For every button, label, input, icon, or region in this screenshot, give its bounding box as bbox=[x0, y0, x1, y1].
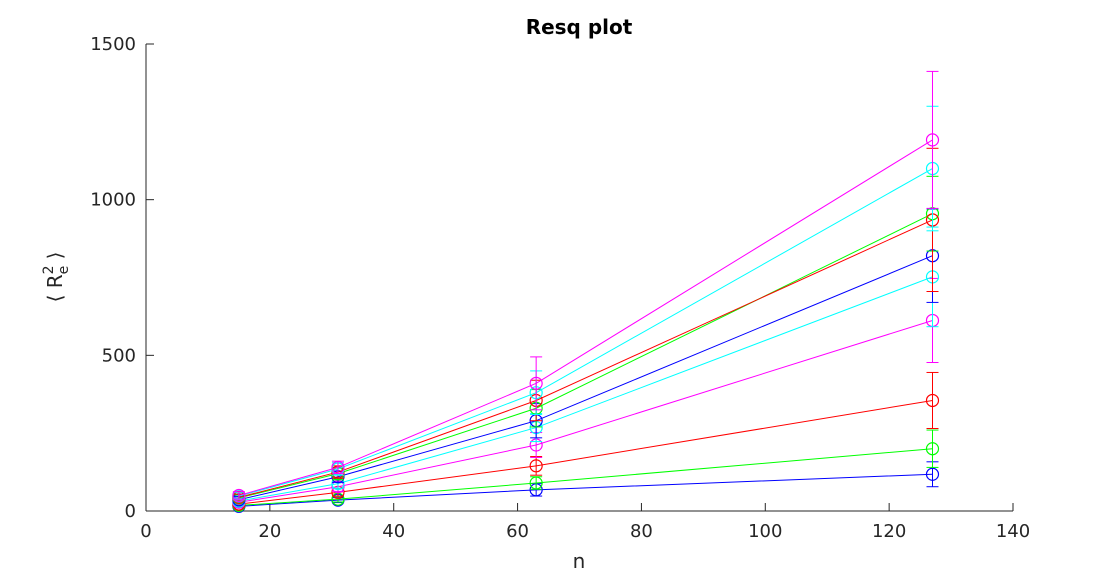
y-tick-label: 1000 bbox=[90, 190, 136, 211]
series-line bbox=[238, 448, 933, 506]
data-point bbox=[925, 467, 940, 481]
x-tick-label: 0 bbox=[140, 521, 151, 542]
series-line bbox=[238, 319, 933, 503]
series-line bbox=[238, 219, 933, 498]
y-axis-label: ⟨ R2e ⟩ bbox=[41, 252, 72, 303]
data-point bbox=[529, 376, 543, 390]
y-tick-label: 500 bbox=[102, 345, 136, 366]
x-axis-label: n bbox=[573, 549, 586, 573]
x-tick-label: 60 bbox=[506, 521, 529, 542]
series-line bbox=[238, 276, 933, 502]
x-tick-label: 100 bbox=[748, 521, 782, 542]
series-5 bbox=[232, 226, 940, 508]
series-line bbox=[238, 255, 933, 501]
series-line bbox=[238, 139, 933, 496]
y-tick-label: 1500 bbox=[90, 34, 136, 55]
chart-title: Resq plot bbox=[526, 15, 633, 39]
x-tick-label: 40 bbox=[382, 521, 405, 542]
series-line bbox=[238, 168, 933, 497]
data-point bbox=[232, 488, 246, 503]
data-point bbox=[529, 459, 543, 473]
y-axis-label-subscript: e bbox=[56, 266, 72, 275]
data-point bbox=[331, 460, 345, 475]
series-10 bbox=[232, 70, 940, 503]
data-point bbox=[925, 393, 940, 408]
data-point bbox=[925, 442, 940, 456]
y-axis-label-prefix: ⟨ R bbox=[43, 274, 67, 302]
axes: 0 20 40 60 80 100 120 140 0 500 1000 1500 bbox=[90, 34, 1030, 542]
series-layer bbox=[232, 70, 940, 513]
data-point bbox=[529, 476, 543, 490]
x-tick-label: 140 bbox=[996, 521, 1030, 542]
y-axis-label-suffix: ⟩ bbox=[43, 252, 67, 266]
series-line bbox=[238, 399, 933, 505]
series-line bbox=[238, 213, 933, 499]
y-tick-label: 0 bbox=[125, 501, 136, 522]
x-tick-label: 20 bbox=[258, 521, 281, 542]
x-tick-label: 80 bbox=[630, 521, 653, 542]
data-point bbox=[925, 133, 940, 147]
x-tick-label: 120 bbox=[872, 521, 906, 542]
series-line bbox=[238, 473, 933, 507]
y-axis-label-superscript: 2 bbox=[41, 265, 57, 274]
series-9 bbox=[232, 105, 940, 503]
series-3 bbox=[232, 371, 940, 511]
